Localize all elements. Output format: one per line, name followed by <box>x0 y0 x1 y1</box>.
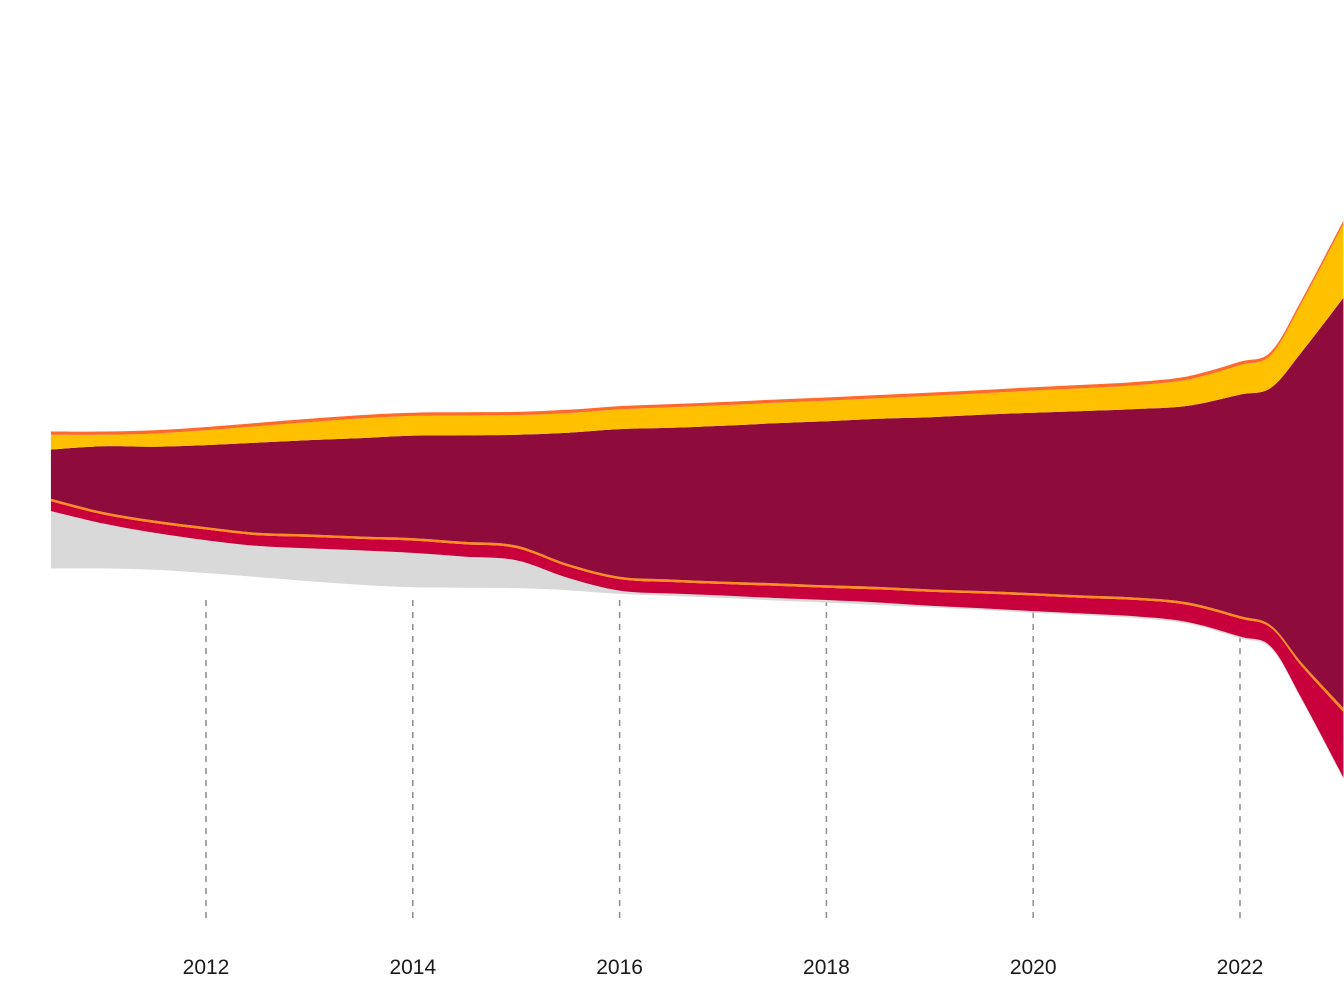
stream-layer-1 <box>50 511 1344 780</box>
x-tick-label: 2022 <box>1217 956 1264 979</box>
stream-layer-5 <box>50 224 1344 450</box>
stream-layer-4 <box>50 297 1344 708</box>
x-tick-label: 2018 <box>803 956 850 979</box>
stream-layer-2 <box>50 501 1344 778</box>
stream-layers <box>50 220 1344 780</box>
x-grid-lines <box>205 600 1241 922</box>
x-tick-label: 2016 <box>596 956 643 979</box>
x-axis-tick-labels: 2012 2014 2016 2018 2020 2022 <box>183 956 1264 979</box>
x-tick-label: 2020 <box>1010 956 1057 979</box>
x-tick-label: 2012 <box>183 956 230 979</box>
x-tick-label: 2014 <box>389 956 436 979</box>
